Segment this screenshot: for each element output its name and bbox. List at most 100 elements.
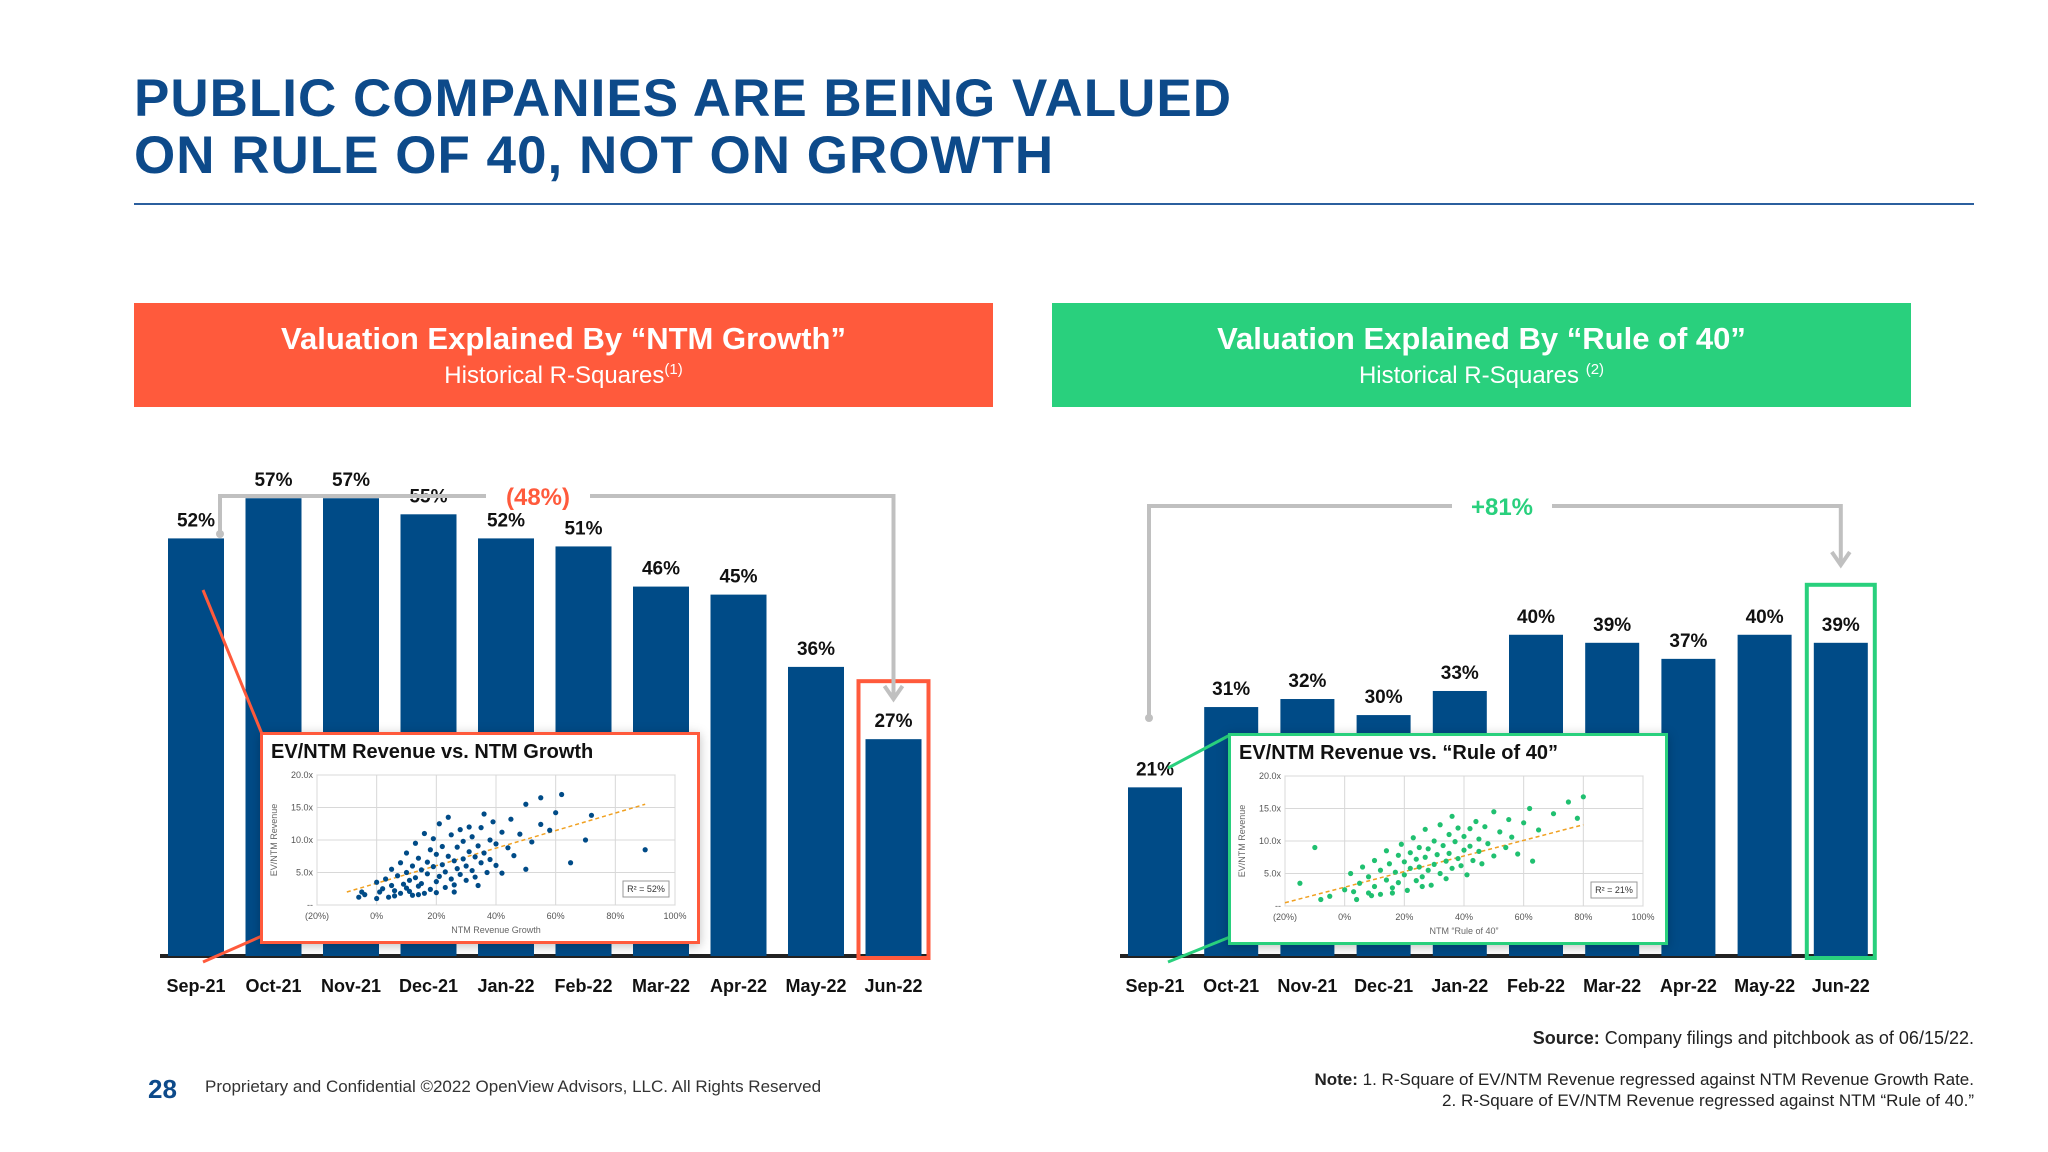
left-scatter-x-tick: 40% bbox=[487, 911, 505, 921]
left-data-label: 27% bbox=[874, 711, 912, 732]
right-scatter-inset: EV/NTM Revenue vs. “Rule of 40” -- 5.0x 10… bbox=[1228, 733, 1668, 945]
right-scatter-point bbox=[1565, 799, 1572, 805]
left-scatter-point bbox=[409, 892, 416, 898]
left-scatter-point bbox=[451, 858, 457, 864]
left-scatter-point bbox=[523, 801, 529, 807]
left-scatter-point bbox=[493, 862, 499, 868]
left-scatter-point bbox=[448, 876, 454, 882]
left-scatter-point bbox=[415, 892, 422, 898]
right-bar bbox=[1661, 658, 1716, 956]
right-scatter-point bbox=[1356, 880, 1363, 886]
right-scatter-point bbox=[1383, 877, 1390, 883]
right-scatter-point bbox=[1383, 848, 1390, 854]
left-scatter-point bbox=[529, 839, 535, 845]
left-bar bbox=[788, 666, 844, 956]
right-scatter-point bbox=[1312, 844, 1318, 851]
right-category-label: Apr-22 bbox=[1660, 976, 1717, 996]
left-scatter-point bbox=[487, 837, 493, 843]
right-scatter-point bbox=[1497, 829, 1503, 835]
left-category-label: Nov-21 bbox=[321, 976, 381, 996]
left-scatter-point bbox=[457, 827, 463, 833]
right-scatter-point bbox=[1446, 850, 1452, 856]
note-line-1: Note: 1. R-Square of EV/NTM Revenue regr… bbox=[1314, 1069, 1974, 1090]
left-scatter-x-axis-label: NTM Revenue Growth bbox=[451, 925, 541, 935]
left-data-label: 52% bbox=[487, 510, 525, 531]
left-scatter-point bbox=[409, 863, 416, 869]
left-scatter-point bbox=[388, 866, 395, 872]
right-scatter-point bbox=[1443, 876, 1449, 882]
left-scatter-point bbox=[508, 816, 514, 822]
left-scatter-point bbox=[445, 853, 451, 859]
left-scatter-point bbox=[487, 856, 493, 863]
right-data-label: 33% bbox=[1441, 663, 1479, 684]
left-category-label: Dec-21 bbox=[399, 976, 458, 996]
right-bar bbox=[1128, 787, 1182, 956]
left-scatter-point bbox=[448, 832, 454, 838]
left-scatter-point bbox=[517, 831, 523, 837]
left-bracket-right bbox=[590, 494, 896, 699]
right-highlight-box bbox=[1804, 582, 1877, 960]
left-bar bbox=[710, 594, 767, 956]
right-scatter-point bbox=[1443, 858, 1449, 864]
right-scatter-point bbox=[1425, 846, 1431, 852]
right-connector-bottom bbox=[1167, 935, 1231, 964]
right-data-label: 32% bbox=[1288, 671, 1326, 692]
right-scatter-point bbox=[1368, 893, 1375, 899]
left-scatter-point bbox=[427, 847, 433, 853]
left-scatter-x-tick: 60% bbox=[547, 911, 565, 921]
left-data-label: 36% bbox=[797, 639, 835, 660]
source-note: Source: Company filings and pitchbook as… bbox=[1533, 1028, 1974, 1049]
right-scatter-point bbox=[1342, 887, 1348, 893]
left-scatter-point bbox=[436, 873, 442, 879]
right-scatter-x-tick: (20%) bbox=[1273, 912, 1297, 922]
right-scatter-y-tick: -- bbox=[1275, 901, 1281, 911]
right-scatter-point bbox=[1327, 893, 1333, 899]
left-scatter-point bbox=[454, 844, 460, 850]
right-data-label: 30% bbox=[1365, 687, 1403, 708]
right-data-label: 39% bbox=[1822, 615, 1860, 636]
right-category-label: Mar-22 bbox=[1583, 976, 1641, 996]
right-scatter-x-tick: 20% bbox=[1395, 912, 1413, 922]
right-scatter-point bbox=[1389, 885, 1395, 891]
left-scatter-point bbox=[547, 827, 553, 833]
right-banner-footnote-ref: (2) bbox=[1585, 361, 1605, 378]
right-scatter-point bbox=[1470, 857, 1476, 864]
title-divider bbox=[134, 203, 1974, 205]
right-scatter-x-tick: 60% bbox=[1515, 912, 1533, 922]
left-category-label: May-22 bbox=[785, 976, 846, 996]
left-scatter-point bbox=[397, 860, 404, 866]
right-banner-subtitle: Historical R-Squares (2) bbox=[1052, 361, 1911, 390]
right-scatter-point bbox=[1503, 844, 1509, 851]
right-bar bbox=[1737, 634, 1792, 956]
left-scatter-point bbox=[424, 859, 430, 865]
left-scatter-point bbox=[466, 849, 472, 855]
left-scatter-x-tick: 0% bbox=[370, 911, 383, 921]
right-scatter-point bbox=[1467, 843, 1473, 849]
right-scatter-point bbox=[1476, 848, 1482, 854]
right-scatter-y-tick: 20.0x bbox=[1259, 771, 1282, 781]
left-scatter-point bbox=[362, 892, 368, 898]
right-data-label: 21% bbox=[1136, 759, 1174, 780]
right-scatter-point bbox=[1446, 831, 1452, 838]
left-data-label: 57% bbox=[332, 470, 370, 491]
left-scatter-point bbox=[642, 847, 648, 853]
left-category-label: Sep-21 bbox=[166, 976, 225, 996]
left-scatter-point bbox=[439, 862, 445, 868]
right-scatter-point bbox=[1419, 883, 1425, 890]
right-scatter-plot: -- 5.0x 10.0x 15.0x 20.0x (20%) 0% 20% 40% 60% 80%… bbox=[1237, 771, 1655, 936]
right-scatter-y-tick: 10.0x bbox=[1259, 836, 1282, 846]
right-scatter-point bbox=[1377, 867, 1384, 873]
note-text-1: 1. R-Square of EV/NTM Revenue regressed … bbox=[1357, 1070, 1974, 1089]
left-banner: Valuation Explained By “NTM Growth” Hist… bbox=[134, 303, 993, 407]
page-number: 28 bbox=[148, 1074, 177, 1104]
left-scatter-point bbox=[481, 811, 487, 817]
right-data-label: 37% bbox=[1669, 631, 1707, 652]
left-scatter-point bbox=[421, 830, 427, 837]
right-scatter-y-tick: 5.0x bbox=[1264, 869, 1282, 879]
left-scatter-point bbox=[403, 869, 410, 876]
right-scatter-point bbox=[1395, 880, 1401, 886]
left-scatter-x-tick: 20% bbox=[427, 911, 445, 921]
left-scatter-point bbox=[499, 870, 505, 876]
left-scatter-y-axis-label: EV/NTM Revenue bbox=[269, 804, 279, 877]
